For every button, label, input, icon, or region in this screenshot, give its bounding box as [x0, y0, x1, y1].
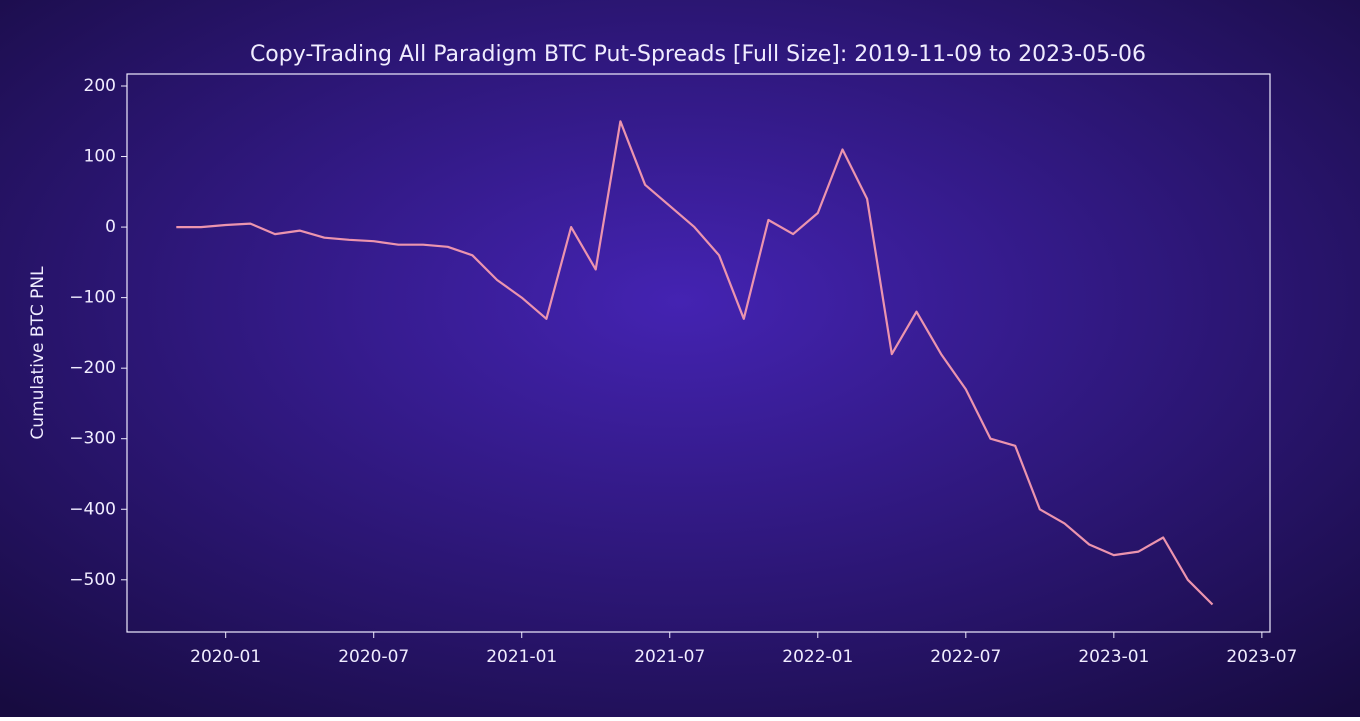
chart-title: Copy-Trading All Paradigm BTC Put-Spread… — [250, 42, 1146, 67]
y-tick-label: 100 — [84, 147, 116, 167]
y-tick-label: −200 — [69, 358, 116, 378]
x-tick-label: 2020-07 — [338, 647, 409, 667]
y-tick-label: −100 — [69, 288, 116, 308]
y-tick-label: −400 — [69, 499, 116, 519]
y-tick-label: −500 — [69, 570, 116, 590]
y-tick-label: 200 — [84, 76, 116, 96]
x-tick-label: 2023-07 — [1226, 647, 1297, 667]
plot-frame — [126, 73, 1271, 633]
y-tick-label: −300 — [69, 429, 116, 449]
x-tick-label: 2021-01 — [486, 647, 557, 667]
x-tick-label: 2022-07 — [930, 647, 1001, 667]
x-tick-label: 2022-01 — [782, 647, 853, 667]
x-tick-label: 2023-01 — [1078, 647, 1149, 667]
series-line — [176, 120, 1214, 606]
y-tick-label: 0 — [105, 217, 116, 237]
x-tick-label: 2020-01 — [190, 647, 261, 667]
x-tick-label: 2021-07 — [634, 647, 705, 667]
y-axis-label: Cumulative BTC PNL — [28, 266, 48, 440]
